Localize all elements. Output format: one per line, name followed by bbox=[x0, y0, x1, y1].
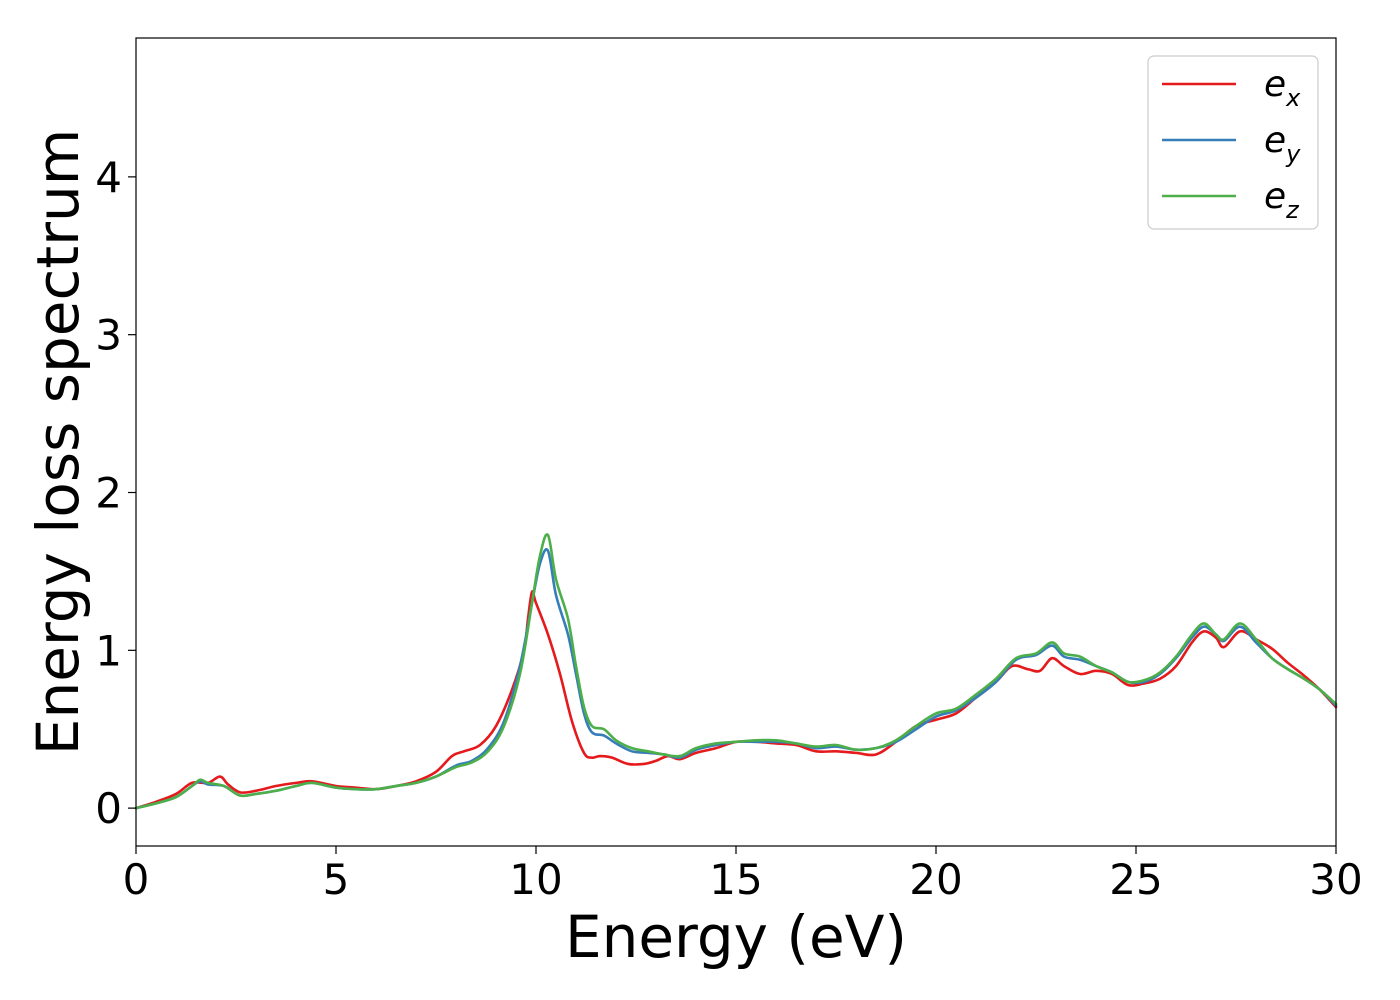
y-axis: 0 1 2 3 4 bbox=[95, 153, 136, 833]
x-tick-label: 5 bbox=[323, 855, 350, 904]
y-tick-label: 1 bbox=[95, 626, 122, 675]
x-tick-label: 0 bbox=[123, 855, 150, 904]
y-tick-label: 0 bbox=[95, 784, 122, 833]
x-tick-label: 25 bbox=[1109, 855, 1162, 904]
legend-label-subscript: x bbox=[1285, 84, 1301, 112]
legend-box bbox=[1147, 55, 1319, 230]
series-line-ex bbox=[134, 590, 1338, 810]
y-axis-title: Energy loss spectrum bbox=[24, 129, 92, 755]
legend-label-subscript: z bbox=[1285, 196, 1300, 224]
series-line-ez bbox=[134, 533, 1338, 810]
legend-label-base: e bbox=[1264, 176, 1286, 217]
legend-label-ez: ez bbox=[1264, 176, 1300, 224]
legend-label-ey: ey bbox=[1264, 120, 1301, 168]
y-tick-label: 4 bbox=[95, 153, 122, 202]
series-line-ey bbox=[134, 548, 1338, 810]
legend-label-subscript: y bbox=[1285, 140, 1301, 168]
x-axis-title: Energy (eV) bbox=[565, 903, 907, 971]
x-tick-label: 20 bbox=[909, 855, 962, 904]
series-layer bbox=[134, 533, 1338, 810]
legend-label-base: e bbox=[1264, 64, 1286, 105]
x-axis: 0 5 10 15 20 25 30 bbox=[123, 846, 1363, 904]
legend-label-base: e bbox=[1264, 120, 1286, 161]
y-tick-label: 2 bbox=[95, 469, 122, 518]
x-tick-label: 15 bbox=[709, 855, 762, 904]
x-tick-label: 30 bbox=[1309, 855, 1362, 904]
y-tick-label: 3 bbox=[95, 311, 122, 360]
legend-label-ex: ex bbox=[1264, 64, 1301, 112]
x-tick-label: 10 bbox=[509, 855, 562, 904]
